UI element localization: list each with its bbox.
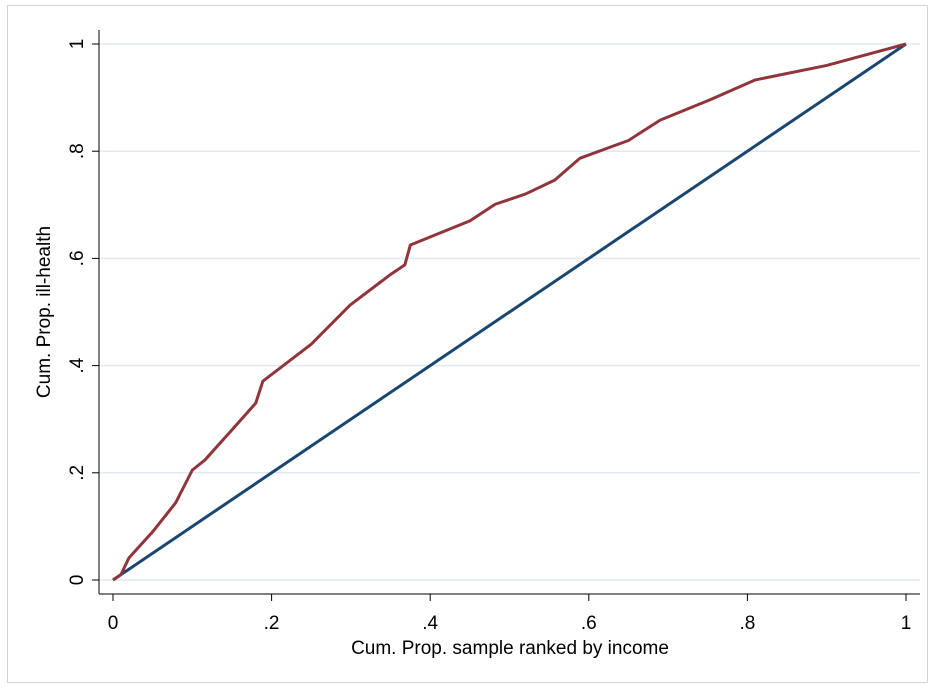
x-tick-label: 1	[901, 613, 912, 634]
frame	[7, 5, 928, 683]
y-tick-label: 1	[67, 39, 88, 50]
y-tick-label: .2	[67, 465, 88, 481]
y-tick-label: .8	[67, 143, 88, 159]
x-tick-label: .6	[581, 613, 597, 634]
x-tick-label: .4	[422, 613, 438, 634]
x-tick-label: .2	[264, 613, 280, 634]
series-line	[112, 42, 907, 582]
x-tick-label: .8	[739, 613, 755, 634]
series-line	[112, 42, 907, 582]
y-axis-label: Cum. Prop. ill-health	[34, 226, 55, 398]
y-tick-label: 0	[67, 575, 88, 586]
y-tick-label: .4	[67, 357, 88, 373]
x-axis-label: Cum. Prop. sample ranked by income	[351, 638, 669, 659]
y-tick-label: .6	[67, 250, 88, 266]
x-tick-label: 0	[108, 613, 119, 634]
